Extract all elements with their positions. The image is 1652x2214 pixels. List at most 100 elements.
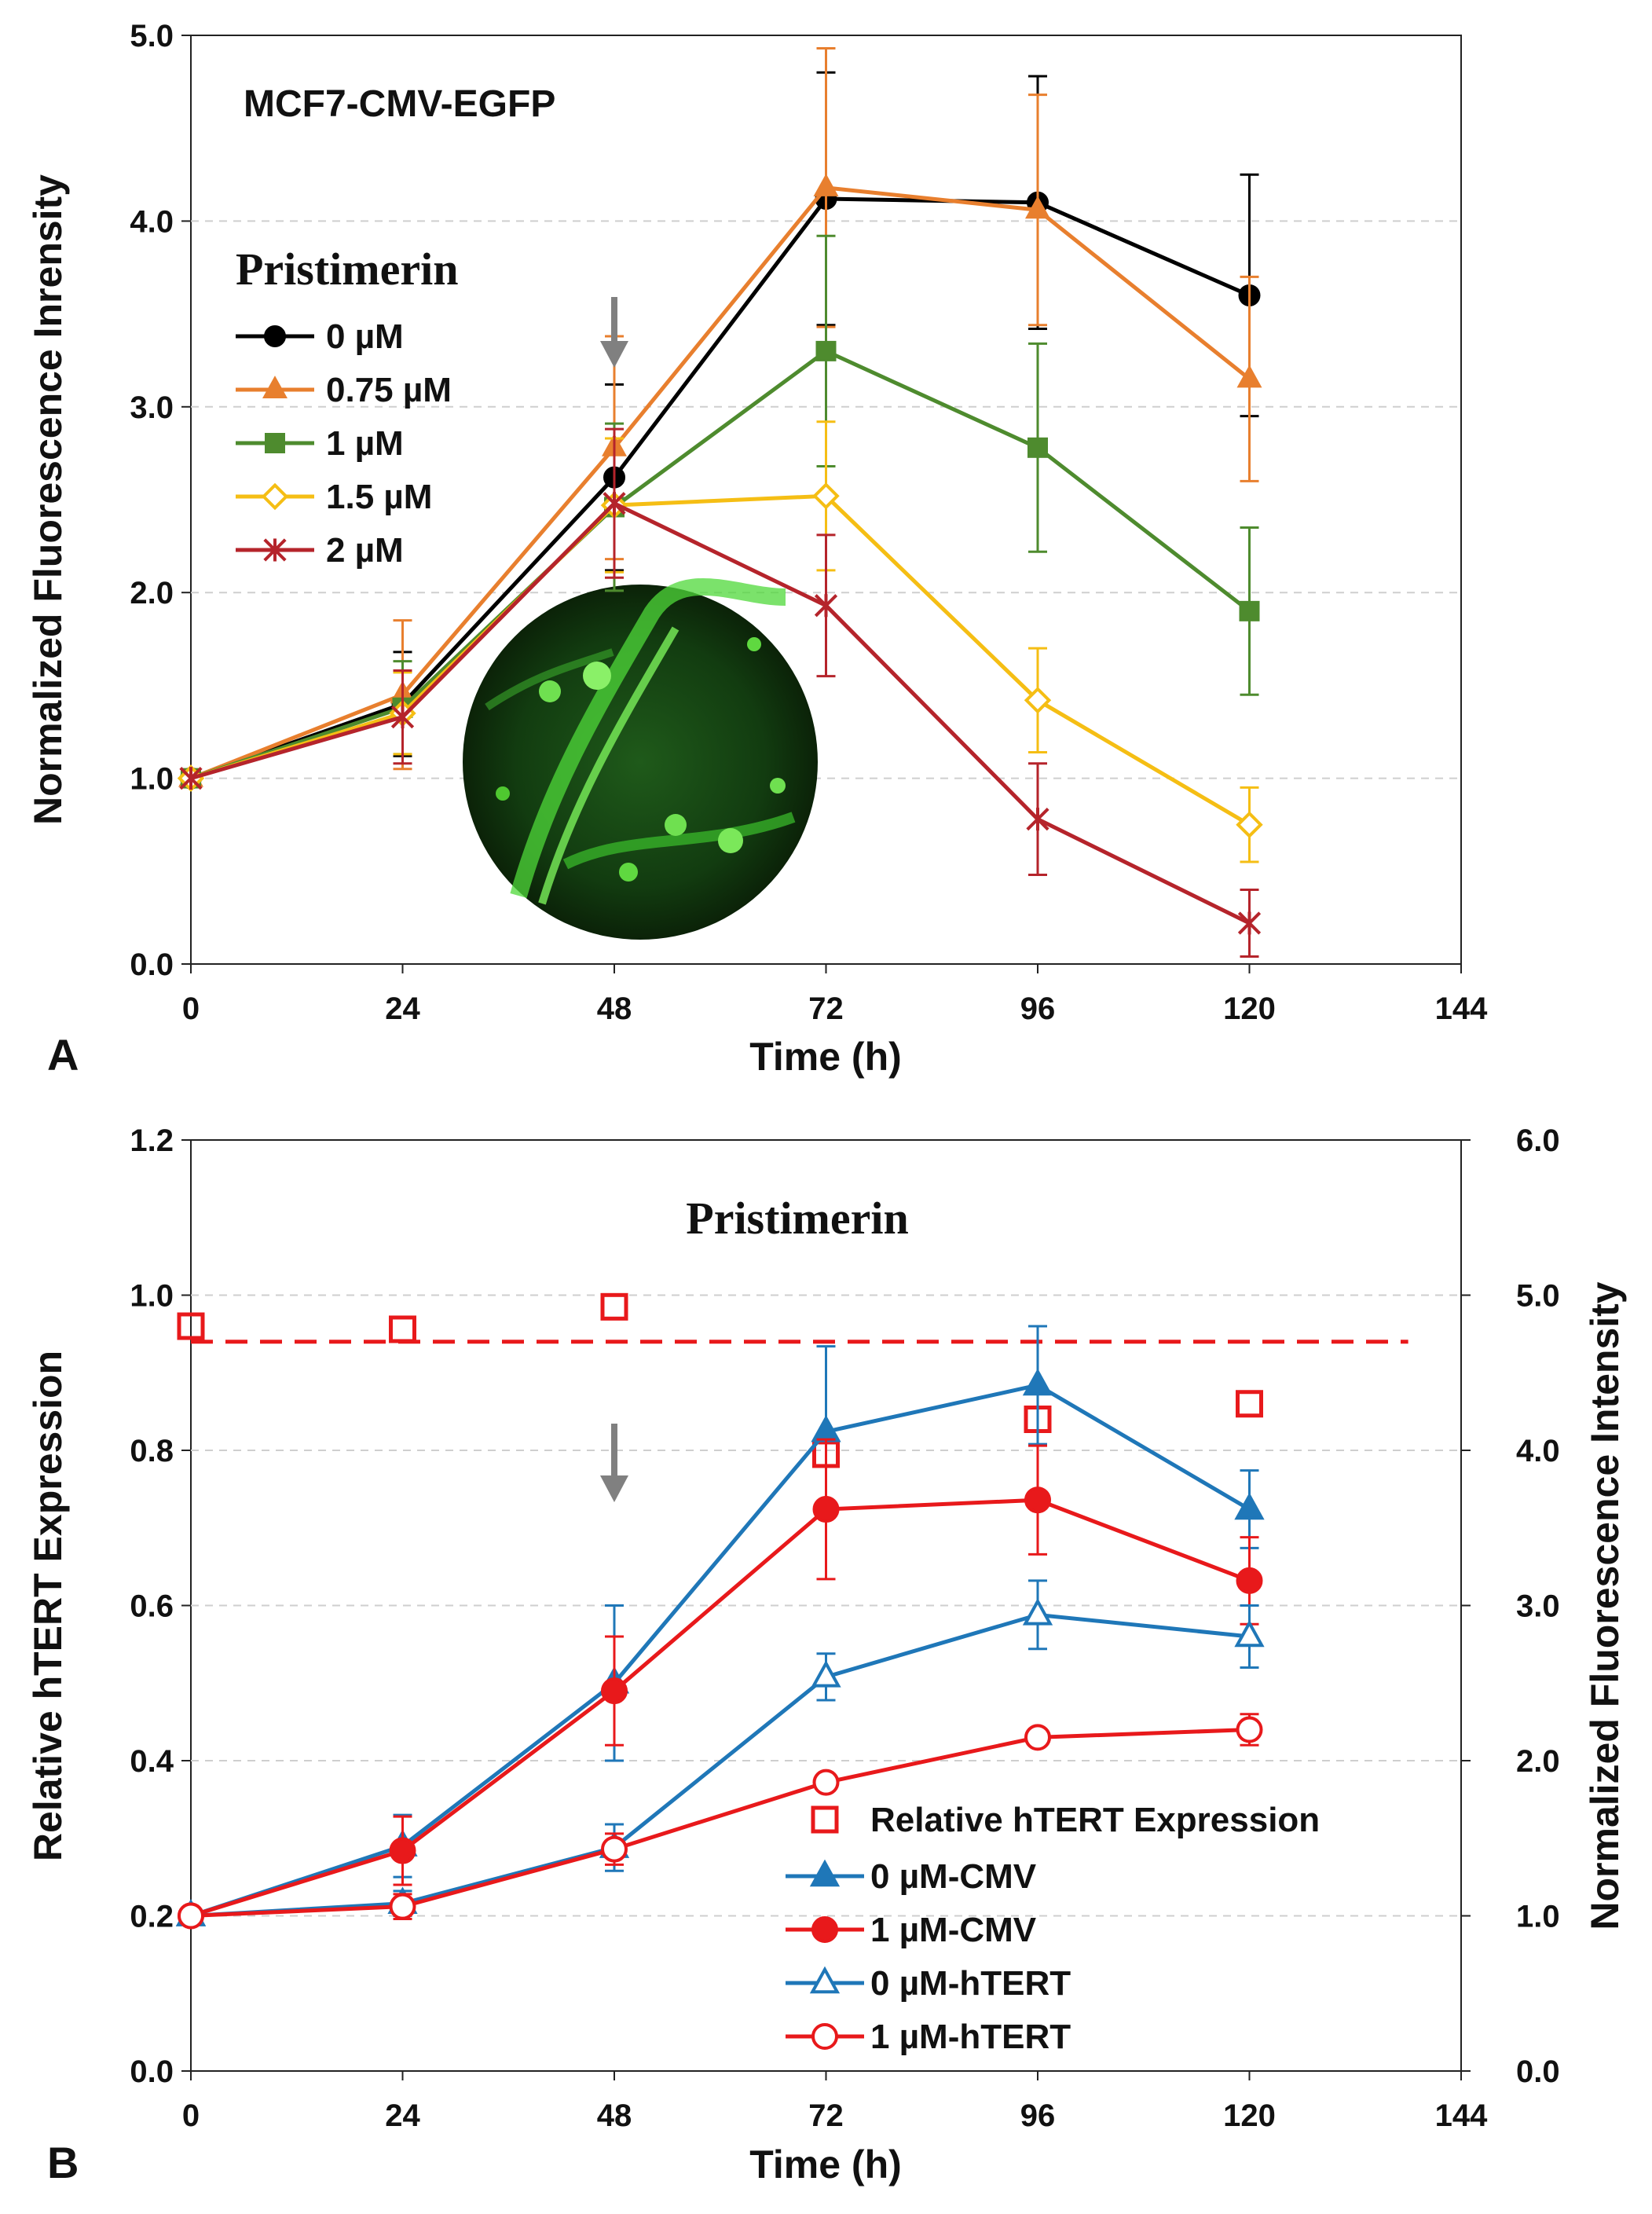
data-point bbox=[1234, 1619, 1265, 1648]
data-point bbox=[1237, 911, 1262, 935]
legend-marker bbox=[811, 1805, 839, 1834]
series-1-m-htert bbox=[178, 1713, 1263, 1930]
legend-label: 1 µM-CMV bbox=[870, 1911, 1037, 1949]
data-point bbox=[179, 766, 203, 790]
legend-entry: 0.75 µM bbox=[236, 371, 452, 409]
y-tick-label: 0.8 bbox=[130, 1434, 174, 1468]
data-point bbox=[603, 492, 626, 515]
x-tick-label: 72 bbox=[808, 2099, 844, 2133]
legend-label: 2 µM bbox=[326, 531, 404, 570]
y-tick-label: 0.2 bbox=[130, 1900, 174, 1934]
data-point bbox=[389, 1893, 416, 1920]
relative-expression-point bbox=[600, 1292, 628, 1321]
legend-entry: 0 µM-CMV bbox=[786, 1857, 1037, 1896]
data-point bbox=[1236, 1567, 1263, 1594]
panel-a-x-ticks: 0 24 48 72 96 120 144 bbox=[182, 964, 1488, 1026]
legend-entry: 1 µM-CMV bbox=[786, 1911, 1037, 1949]
series-line bbox=[190, 493, 1251, 827]
panel-b-y-ticks: 0.0 0.2 0.4 0.6 0.8 1.0 1.2 bbox=[130, 1123, 191, 2089]
legend-entry: 2 µM bbox=[236, 531, 404, 570]
panel-a-y-axis-label: Normalized Fluorescence Inrensity bbox=[26, 174, 70, 825]
legend-label: 1.5 µM bbox=[326, 478, 432, 516]
legend-marker bbox=[264, 325, 286, 347]
panel-b-y-axis-label: Relative hTERT Expression bbox=[26, 1351, 70, 1861]
y2-tick-label: 3.0 bbox=[1516, 1589, 1560, 1624]
panel-a-legend-title: Pristimerin bbox=[236, 244, 458, 295]
legend-marker bbox=[809, 1966, 841, 1994]
panel-b-x-ticks: 0 24 48 72 96 120 144 bbox=[182, 2071, 1488, 2133]
data-point bbox=[1022, 1597, 1053, 1626]
x-tick-label: 72 bbox=[808, 992, 844, 1026]
data-point bbox=[389, 1837, 416, 1864]
x-tick-label: 120 bbox=[1223, 2099, 1276, 2133]
y-tick-label: 5.0 bbox=[130, 19, 174, 53]
legend-label: 0.75 µM bbox=[326, 371, 452, 409]
legend-label: Relative hTERT Expression bbox=[870, 1801, 1320, 1839]
data-point bbox=[178, 1902, 204, 1930]
legend-marker bbox=[262, 376, 288, 398]
y2-tick-label: 6.0 bbox=[1516, 1123, 1560, 1158]
panel-b-y2-ticks: 0.0 1.0 2.0 3.0 4.0 5.0 6.0 bbox=[1461, 1123, 1560, 2089]
data-point bbox=[812, 482, 840, 510]
data-point bbox=[1025, 196, 1050, 219]
y-tick-label: 1.2 bbox=[130, 1123, 174, 1158]
series-line bbox=[190, 500, 1251, 926]
panel-b: 0 24 48 72 96 120 144 0.0 0.2 0.4 0.6 0.8 1.0 1.2 0.… bbox=[26, 1123, 1627, 2187]
data-point bbox=[1024, 687, 1052, 714]
relative-expression-point bbox=[1236, 1390, 1263, 1418]
legend-label: 1 µM-hTERT bbox=[870, 2018, 1071, 2056]
legend-entry: 1 µM bbox=[236, 424, 404, 463]
x-tick-label: 48 bbox=[597, 2099, 632, 2133]
x-tick-label: 96 bbox=[1020, 992, 1056, 1026]
x-tick-label: 144 bbox=[1435, 992, 1488, 1026]
y2-tick-label: 2.0 bbox=[1516, 1744, 1560, 1779]
panel-a-series bbox=[177, 47, 1263, 959]
panel-b-y2-axis-label: Normalized Fluorescence Intensity bbox=[1583, 1281, 1627, 1930]
panel-b-series bbox=[175, 1325, 1265, 1930]
legend-label: 1 µM bbox=[326, 424, 404, 463]
panel-a-legend: 0 µM 0.75 µM 1 µM 1.5 µM 2 µM bbox=[236, 317, 452, 570]
data-point bbox=[1236, 365, 1262, 388]
legend-label: 0 µM-hTERT bbox=[870, 1964, 1071, 2003]
legend-label: 0 µM-CMV bbox=[870, 1857, 1037, 1896]
data-point bbox=[1024, 1724, 1051, 1751]
data-point bbox=[1236, 811, 1263, 838]
y-tick-label: 4.0 bbox=[130, 204, 174, 239]
panel-a-label: A bbox=[47, 1030, 79, 1080]
micrograph-inset bbox=[463, 578, 818, 940]
legend-marker bbox=[263, 538, 287, 562]
panel-a-title: MCF7-CMV-EGFP bbox=[244, 83, 555, 125]
data-point bbox=[1239, 600, 1260, 621]
series-line bbox=[190, 1728, 1250, 1918]
legend-marker bbox=[261, 482, 289, 511]
x-tick-label: 24 bbox=[385, 2099, 420, 2133]
y2-tick-label: 1.0 bbox=[1516, 1900, 1560, 1934]
x-tick-label: 120 bbox=[1223, 992, 1276, 1026]
legend-marker bbox=[811, 2023, 838, 2050]
data-point bbox=[812, 1769, 840, 1796]
series-line bbox=[190, 1383, 1251, 1918]
panel-b-label: B bbox=[47, 2138, 79, 2187]
data-point bbox=[812, 1496, 840, 1523]
data-point bbox=[1236, 1716, 1263, 1743]
data-point bbox=[1027, 437, 1048, 458]
x-tick-label: 0 bbox=[182, 992, 200, 1026]
data-point bbox=[1024, 1486, 1051, 1514]
series-line bbox=[190, 1497, 1251, 1918]
data-point bbox=[1234, 1492, 1265, 1520]
data-point bbox=[601, 1677, 628, 1705]
data-point bbox=[811, 1659, 841, 1688]
panel-b-title: Pristimerin bbox=[686, 1193, 908, 1244]
x-tick-label: 48 bbox=[597, 992, 632, 1026]
data-point bbox=[1022, 1368, 1053, 1396]
relative-expression-point bbox=[177, 1312, 205, 1340]
y-tick-label: 0.6 bbox=[130, 1589, 174, 1624]
data-point bbox=[1026, 807, 1049, 831]
data-point bbox=[390, 705, 415, 729]
x-tick-label: 0 bbox=[182, 2099, 200, 2133]
y-tick-label: 3.0 bbox=[130, 390, 174, 425]
legend-label: 0 µM bbox=[326, 317, 404, 356]
y2-tick-label: 5.0 bbox=[1516, 1279, 1560, 1314]
legend-marker bbox=[265, 433, 285, 453]
